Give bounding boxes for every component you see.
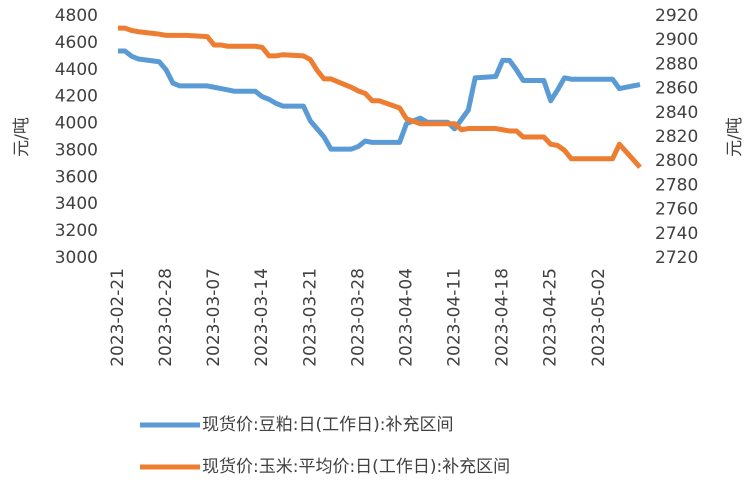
y2-tick-label: 2800 [655, 151, 698, 171]
y-tick-label: 4600 [55, 33, 98, 53]
x-tick-label: 2023-03-28 [348, 268, 368, 367]
x-tick-label: 2023-04-18 [493, 268, 513, 367]
y2-tick-label: 2740 [655, 224, 698, 244]
y2-tick-label: 2880 [655, 54, 698, 74]
x-tick-label: 2023-04-25 [541, 268, 561, 367]
y-tick-label: 4200 [55, 87, 98, 107]
x-tick-label: 2023-03-21 [300, 268, 320, 367]
y2-axis-label: 元/吨 [725, 117, 745, 157]
y-tick-label: 3800 [55, 140, 98, 160]
y-tick-label: 3600 [55, 167, 98, 187]
y-axis-label: 元/吨 [12, 117, 32, 157]
x-tick-label: 2023-03-14 [252, 268, 272, 367]
y2-tick-label: 2860 [655, 79, 698, 99]
x-tick-label: 2023-05-02 [589, 268, 609, 367]
x-tick-label: 2023-04-11 [445, 268, 465, 367]
y2-tick-label: 2840 [655, 103, 698, 123]
x-tick-label: 2023-02-28 [156, 268, 176, 367]
y-tick-label: 3000 [55, 248, 98, 268]
x-tick-label: 2023-02-21 [108, 268, 128, 367]
y2-tick-label: 2760 [655, 200, 698, 220]
y2-tick-label: 2720 [655, 248, 698, 268]
y2-tick-label: 2820 [655, 127, 698, 147]
legend-label: 现货价:玉米:平均价:日(工作日):补充区间 [202, 457, 510, 477]
x-tick-label: 2023-04-04 [396, 268, 416, 367]
y-tick-label: 3400 [55, 194, 98, 214]
legend-label: 现货价:豆粕:日(工作日):补充区间 [202, 415, 453, 435]
series-line [118, 48, 641, 152]
y2-tick-label: 2900 [655, 30, 698, 50]
y-tick-label: 4400 [55, 60, 98, 80]
y-tick-label: 4000 [55, 114, 98, 134]
y-tick-label: 4800 [55, 6, 98, 26]
x-tick-label: 2023-03-07 [204, 268, 224, 367]
y2-tick-label: 2780 [655, 175, 698, 195]
y2-tick-label: 2920 [655, 6, 698, 26]
y-tick-label: 3200 [55, 221, 98, 241]
series-line [118, 25, 642, 169]
